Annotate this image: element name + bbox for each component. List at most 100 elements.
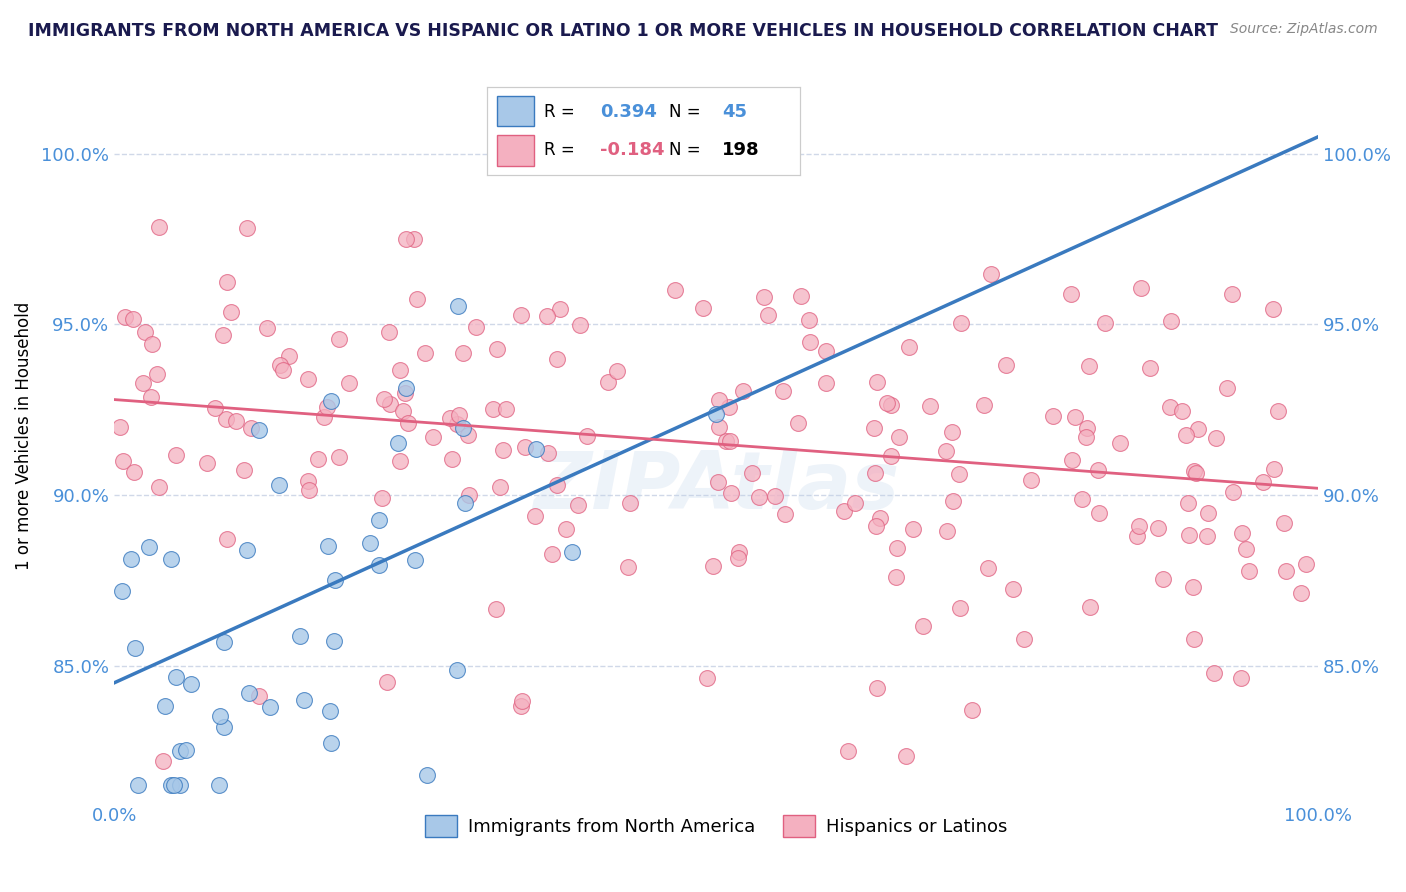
Point [1130,281,1153,295]
Point [541,547,564,561]
Point [337,376,360,390]
Point [439,411,461,425]
Point [1087,463,1109,477]
Point [1088,507,1111,521]
Point [696,671,718,685]
Point [912,619,935,633]
Point [465,320,488,334]
Point [169,778,191,792]
Point [1001,582,1024,597]
Point [481,402,503,417]
Point [524,442,547,456]
Point [451,345,474,359]
Point [247,424,270,438]
Point [233,463,256,477]
Point [169,744,191,758]
Point [546,478,568,492]
Point [215,412,238,426]
Point [122,465,145,479]
Point [152,754,174,768]
Point [139,390,162,404]
Point [375,675,398,690]
Point [314,409,336,424]
Point [865,467,887,481]
Point [935,443,957,458]
Point [1139,360,1161,375]
Point [756,309,779,323]
Point [1289,585,1312,599]
Text: ZIPAtlas: ZIPAtlas [533,448,900,525]
Point [388,454,411,468]
Point [328,450,350,464]
Point [422,430,444,444]
Point [887,429,910,443]
Point [153,698,176,713]
Point [114,310,136,325]
Point [316,400,339,414]
Point [973,398,995,412]
Point [727,545,749,559]
Point [918,399,941,413]
Point [457,428,479,442]
Point [509,699,531,714]
Point [1267,404,1289,418]
Point [718,400,741,414]
Point [1012,632,1035,647]
Point [1078,600,1101,615]
Point [165,448,187,462]
Point [1272,516,1295,531]
Point [1263,462,1285,476]
Point [298,483,321,498]
Point [489,480,512,494]
Point [404,553,426,567]
Point [844,496,866,510]
Point [866,681,889,695]
Point [606,363,628,377]
Point [709,420,731,434]
Point [510,308,533,322]
Point [1060,286,1083,301]
Point [789,289,811,303]
Point [394,386,416,401]
Point [787,417,810,431]
Point [1062,453,1084,467]
Point [1222,484,1244,499]
Point [619,496,641,510]
Point [814,344,837,359]
Point [960,703,983,717]
Point [537,446,560,460]
Point [752,290,775,304]
Point [134,325,156,339]
Point [212,328,235,343]
Point [1174,427,1197,442]
Point [256,321,278,335]
Point [328,332,350,346]
Point [1042,409,1064,423]
Point [799,334,821,349]
Point [523,509,546,524]
Point [727,551,749,566]
Point [995,358,1018,372]
Point [1152,572,1174,586]
Point [297,371,319,385]
Point [1261,302,1284,317]
Point [225,414,247,428]
Point [720,485,742,500]
Point [395,381,418,395]
Point [239,421,262,435]
Point [121,312,143,326]
Point [866,375,889,389]
Point [1019,473,1042,487]
Point [731,384,754,398]
Point [1064,410,1087,425]
Point [936,524,959,538]
Point [741,466,763,480]
Point [1077,359,1099,373]
Point [1205,431,1227,445]
Point [1178,527,1201,541]
Point [1070,492,1092,507]
Point [977,560,1000,574]
Point [702,559,724,574]
Point [1197,506,1219,520]
Point [1274,565,1296,579]
